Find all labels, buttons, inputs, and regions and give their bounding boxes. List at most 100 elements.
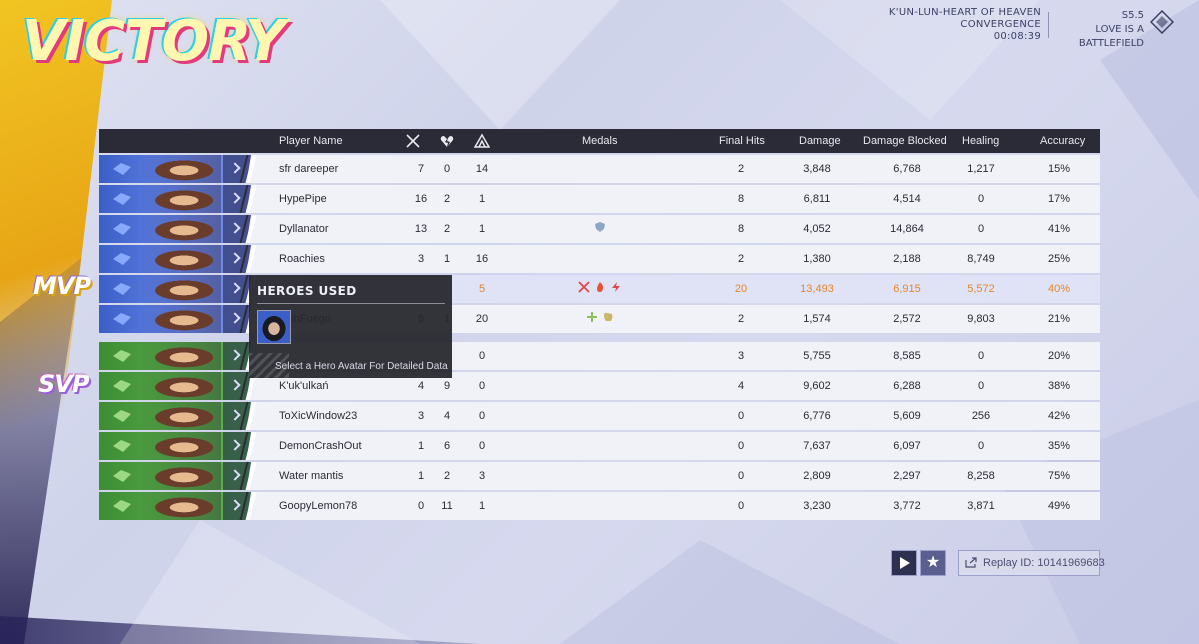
role-icon xyxy=(113,163,131,175)
replay-id-button[interactable]: Replay ID: 10141969683 xyxy=(958,550,1105,576)
broken-heart-icon xyxy=(440,136,454,147)
damage: 9,602 xyxy=(803,380,831,392)
mode-name: CONVERGENCE xyxy=(960,19,1041,30)
hero-portrait[interactable] xyxy=(99,245,251,273)
damage: 1,380 xyxy=(803,253,831,265)
assists: 0 xyxy=(478,410,486,422)
healing: 3,871 xyxy=(967,500,995,512)
player-name[interactable]: HypePipe xyxy=(279,193,327,205)
play-replay-button[interactable] xyxy=(891,550,917,576)
player-row[interactable]: GoopyLemon78 0 11 1 0 3,230 3,772 3,871 49% xyxy=(99,492,1100,520)
player-row[interactable]: HypePipe 16 2 1 8 6,811 4,514 0 17% xyxy=(99,185,1100,213)
deaths: 11 xyxy=(441,500,453,512)
player-row[interactable]: sfr dareeper 7 0 14 2 3,848 6,768 1,217 15% xyxy=(99,155,1100,183)
mode-diamond-icon xyxy=(1150,10,1174,34)
export-icon xyxy=(965,557,977,568)
damage-blocked: 6,288 xyxy=(893,380,921,392)
favorite-button[interactable]: ★ xyxy=(920,550,946,576)
match-duration: 00:08:39 xyxy=(993,31,1041,42)
hero-portrait[interactable] xyxy=(99,402,251,430)
player-row[interactable]: Dyllanator 13 2 1 8 4,052 14,864 0 41% xyxy=(99,215,1100,243)
player-name[interactable]: GoopyLemon78 xyxy=(279,500,358,512)
hero-portrait[interactable] xyxy=(99,342,251,370)
damage: 5,755 xyxy=(803,350,831,362)
hero-portrait[interactable] xyxy=(99,275,251,303)
damage: 6,776 xyxy=(803,410,831,422)
medals xyxy=(539,311,661,323)
info-divider xyxy=(1048,12,1049,38)
assist-icon xyxy=(474,133,490,148)
role-icon xyxy=(113,223,131,235)
season-info: S5.5 LOVE IS A BATTLEFIELD xyxy=(1058,9,1144,51)
player-name[interactable]: Roachies xyxy=(279,253,325,265)
final-hits: 2 xyxy=(737,163,745,175)
player-row[interactable]: 0 3 5,755 8,585 0 20% xyxy=(99,342,1100,370)
tooltip-title: HEROES USED xyxy=(257,284,357,298)
final-hits: 4 xyxy=(737,380,745,392)
player-name[interactable]: sfr dareeper xyxy=(279,163,339,175)
col-medals: Medals xyxy=(582,135,618,147)
final-hits: 0 xyxy=(737,500,745,512)
hero-portrait[interactable] xyxy=(99,492,251,520)
hero-portrait[interactable] xyxy=(99,432,251,460)
damage-blocked: 5,609 xyxy=(893,410,921,422)
hero-portrait[interactable] xyxy=(99,462,251,490)
role-icon xyxy=(113,350,131,362)
player-row[interactable]: Roachies 3 1 16 2 1,380 2,188 8,749 25% xyxy=(99,245,1100,273)
kills: 3 xyxy=(417,410,425,422)
col-damage: Damage xyxy=(799,135,841,147)
hero-image xyxy=(139,462,221,490)
healing: 8,749 xyxy=(967,253,995,265)
accuracy: 21% xyxy=(1047,313,1071,325)
player-name[interactable]: ToXicWindow23 xyxy=(279,410,358,422)
player-name[interactable]: Dyllanator xyxy=(279,223,329,235)
player-name[interactable]: DemonCrashOut xyxy=(279,440,362,452)
background-band xyxy=(0,616,480,644)
result-title: VICTORY xyxy=(22,9,286,74)
hero-portrait[interactable] xyxy=(99,372,251,400)
kills: 7 xyxy=(417,163,425,175)
healing: 1,217 xyxy=(967,163,995,175)
role-icon xyxy=(113,440,131,452)
hero-image xyxy=(139,155,221,183)
player-name[interactable]: Water mantis xyxy=(279,470,344,482)
player-row[interactable]: DemonCrashOut 1 6 0 0 7,637 6,097 0 35% xyxy=(99,432,1100,460)
shield-medal-icon xyxy=(595,222,605,233)
damage: 6,811 xyxy=(803,193,831,205)
scoreboard-header: Player Name Medals Final Hits Damage Dam… xyxy=(99,129,1100,153)
hero-avatar[interactable] xyxy=(257,310,291,344)
healing: 0 xyxy=(977,193,985,205)
assists: 1 xyxy=(478,223,486,235)
kills: 3 xyxy=(417,253,425,265)
kills: 1 xyxy=(417,470,425,482)
damage-blocked: 4,514 xyxy=(893,193,921,205)
accuracy: 35% xyxy=(1047,440,1071,452)
kills: 13 xyxy=(414,223,428,235)
hero-portrait[interactable] xyxy=(99,155,251,183)
player-row[interactable]: K'uk'ulkań 4 9 0 4 9,602 6,288 0 38% xyxy=(99,372,1100,400)
hero-image xyxy=(139,342,221,370)
healing: 0 xyxy=(977,440,985,452)
final-hits: 20 xyxy=(734,283,748,295)
player-row[interactable]: Water mantis 1 2 3 0 2,809 2,297 8,258 75% xyxy=(99,462,1100,490)
player-row[interactable]: ToXicWindow23 3 4 0 0 6,776 5,609 256 42% xyxy=(99,402,1100,430)
deaths: 6 xyxy=(443,440,451,452)
role-icon xyxy=(113,313,131,325)
accuracy: 41% xyxy=(1047,223,1071,235)
healing: 0 xyxy=(977,380,985,392)
role-icon xyxy=(113,380,131,392)
kills: 1 xyxy=(417,440,425,452)
hero-portrait[interactable] xyxy=(99,215,251,243)
damage: 3,230 xyxy=(803,500,831,512)
hero-portrait[interactable] xyxy=(99,185,251,213)
accuracy: 38% xyxy=(1047,380,1071,392)
damage-blocked: 2,572 xyxy=(893,313,921,325)
assists: 14 xyxy=(475,163,489,175)
team-green: 0 3 5,755 8,585 0 20% K'uk'ulkań 4 9 0 4 9,602 6,288… xyxy=(99,342,1100,520)
final-hits: 0 xyxy=(737,440,745,452)
hero-portrait[interactable] xyxy=(99,305,251,333)
hero-image xyxy=(139,245,221,273)
player-name[interactable]: K'uk'ulkań xyxy=(279,380,329,392)
crossed-swords-icon xyxy=(406,134,420,148)
